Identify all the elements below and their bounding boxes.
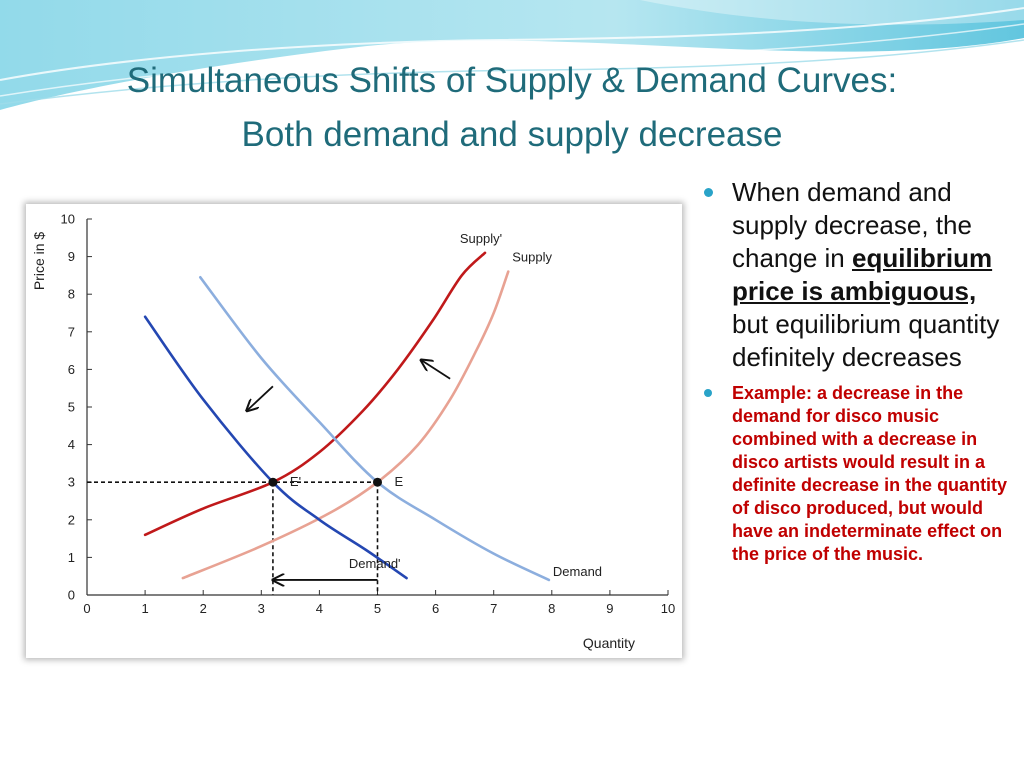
- y-tick-label: 5: [68, 400, 75, 415]
- supply-demand-chart: 0 1 2 3 4 5 6 7 8 9 10 0 1 2 3 4 5 6 7 8 9 10 Quantity Price in…: [31, 212, 675, 652]
- bullet-example-text: Example: a decrease in the demand for di…: [732, 383, 1008, 564]
- shift-arrow: [247, 385, 274, 410]
- bullet-main-text: When demand and supply decrease, the cha…: [732, 177, 972, 273]
- bullet-main-emphasis: equilibrium price is ambiguous,: [732, 243, 993, 306]
- bullet-list: When demand and supply decrease, the cha…: [702, 176, 1012, 566]
- y-tick-label: 2: [68, 512, 75, 527]
- x-tick-label: 3: [258, 601, 265, 616]
- x-tick-label: 7: [490, 601, 497, 616]
- y-tick-label: 1: [68, 550, 75, 565]
- y-axis-label: Price in $: [31, 232, 47, 291]
- x-tick-label: 9: [606, 601, 613, 616]
- y-tick-label: 9: [68, 249, 75, 264]
- bullet-dot-icon: [704, 389, 712, 397]
- y-tick-label: 7: [68, 324, 75, 339]
- y-tick-label: 0: [68, 588, 75, 603]
- x-tick-label: 0: [83, 601, 90, 616]
- x-axis-label: Quantity: [583, 635, 635, 651]
- y-tick-label: 8: [68, 287, 75, 302]
- demand-new-label: Demand': [349, 556, 401, 571]
- equilibrium-points: [268, 477, 382, 487]
- demand-curve: [198, 275, 551, 582]
- bullet-example: Example: a decrease in the demand for di…: [702, 382, 1012, 566]
- bullet-dot-icon: [704, 188, 713, 197]
- x-tick-label: 1: [141, 601, 148, 616]
- x-tick-label: 5: [374, 601, 381, 616]
- equilibrium-label: E: [395, 474, 404, 489]
- slide-title-line2: Both demand and supply decrease: [241, 115, 783, 154]
- chart-card: 0 1 2 3 4 5 6 7 8 9 10 0 1 2 3 4 5 6 7 8 9 10 Quantity Price in…: [26, 204, 682, 658]
- axes: 0 1 2 3 4 5 6 7 8 9 10 0 1 2 3 4 5 6 7 8 9 10 Quantity Price in…: [31, 212, 675, 652]
- y-tick-label: 10: [61, 212, 75, 227]
- equilibrium-label: E': [290, 474, 301, 489]
- supply-new-curve: [143, 251, 487, 537]
- equilibrium-point: [373, 477, 382, 487]
- x-tick-label: 6: [432, 601, 439, 616]
- shift-arrows: [247, 360, 451, 580]
- slide-banner: [0, 0, 1024, 110]
- x-tick-label: 2: [200, 601, 207, 616]
- shift-arrow: [421, 360, 451, 380]
- bullet-main: When demand and supply decrease, the cha…: [702, 176, 1012, 374]
- chart-labels: Supply Supply' Demand Demand' E' E: [290, 231, 602, 579]
- x-tick-label: 4: [316, 601, 323, 616]
- supply-label: Supply: [512, 250, 552, 265]
- curves: [143, 251, 551, 582]
- y-tick-label: 6: [68, 362, 75, 377]
- supply-new-label: Supply': [460, 231, 502, 246]
- demand-new-curve: [143, 315, 408, 580]
- y-tick-label: 4: [68, 437, 75, 452]
- bullet-main-tail: but equilibrium quantity definitely decr…: [732, 309, 1000, 372]
- supply-curve: [181, 270, 510, 580]
- demand-label: Demand: [553, 564, 602, 579]
- x-tick-label: 8: [548, 601, 555, 616]
- x-tick-label: 10: [661, 601, 675, 616]
- equilibrium-point: [268, 477, 278, 487]
- y-tick-label: 3: [68, 475, 75, 490]
- slide-title-line1: Simultaneous Shifts of Supply & Demand C…: [126, 61, 898, 100]
